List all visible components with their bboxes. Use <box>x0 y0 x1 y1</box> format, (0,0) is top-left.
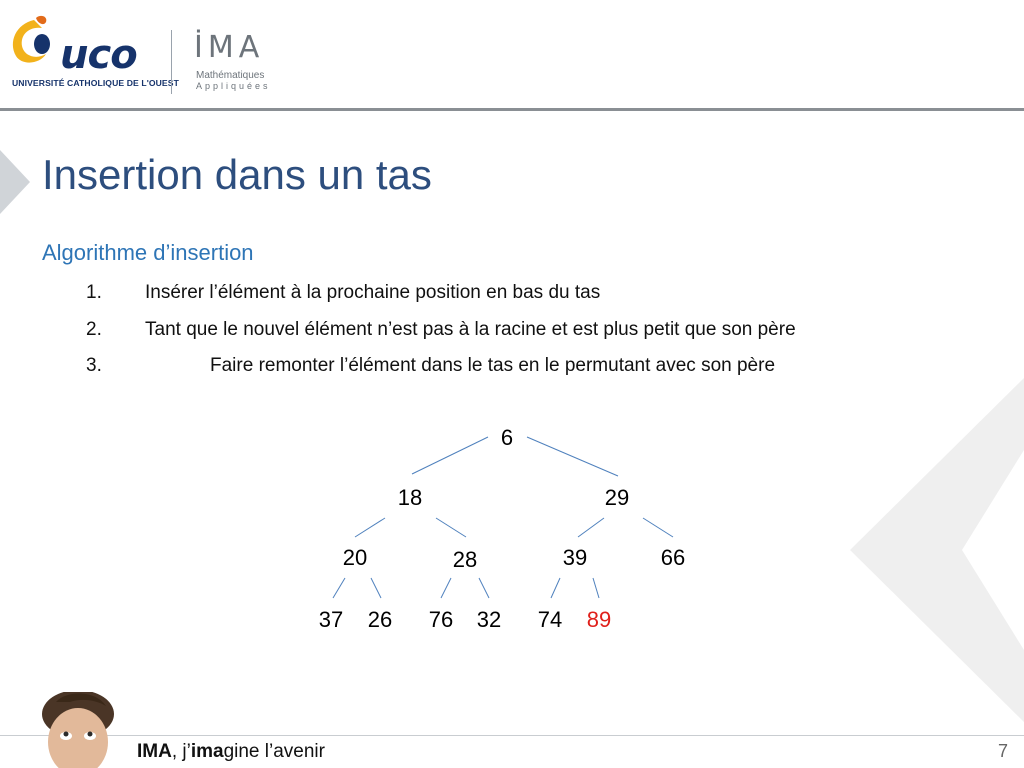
tree-node-89: 89 <box>587 607 611 632</box>
footer-rest: gine l’avenir <box>223 741 325 762</box>
step-2-text: Tant que le nouvel élément n’est pas à l… <box>145 319 796 340</box>
tree-node-18: 18 <box>398 485 422 510</box>
step-1-text: Insérer l’élément à la prochaine positio… <box>145 282 601 303</box>
person-photo <box>42 692 114 768</box>
footer-brand2: ima <box>190 741 224 762</box>
uco-logo: uco UNIVERSITÉ CATHOLIQUE DE L'OUEST <box>6 14 179 94</box>
tree-node-76: 76 <box>429 607 453 632</box>
tree-edge <box>642 517 674 538</box>
tree-node-26: 26 <box>368 607 392 632</box>
tree-edge <box>411 436 489 475</box>
footer-brand: IMA <box>137 741 172 762</box>
slide-title: Insertion dans un tas <box>42 151 432 198</box>
tree-edge <box>435 517 467 538</box>
step-1-number: 1. <box>86 282 102 303</box>
tree-node-32: 32 <box>477 607 501 632</box>
tree-node-28: 28 <box>453 547 477 572</box>
tree-node-74: 74 <box>538 607 562 632</box>
tree-edge <box>550 577 561 599</box>
header-divider <box>0 108 1024 111</box>
footer-divider <box>0 735 1024 736</box>
tree-node-66: 66 <box>661 545 685 570</box>
tree-node-20: 20 <box>343 545 367 570</box>
uco-subtitle: UNIVERSITÉ CATHOLIQUE DE L'OUEST <box>12 78 179 88</box>
tree-edge <box>370 577 382 599</box>
tree-edge <box>526 436 619 477</box>
ima-logo-text: İMA <box>194 30 265 65</box>
tree-edge <box>354 517 386 538</box>
tree-node-6: 6 <box>501 425 513 450</box>
uco-logo-text: uco <box>60 32 138 78</box>
step-3-text: Faire remonter l’élément dans le tas en … <box>210 355 776 376</box>
ima-subtitle-line1: Mathématiques <box>196 70 265 81</box>
tree-edge <box>577 517 605 538</box>
tree-edge <box>332 577 346 599</box>
step-3-number: 3. <box>86 355 102 376</box>
tree-edge <box>440 577 452 599</box>
left-chevron-icon <box>0 150 30 214</box>
tree-edge <box>592 577 600 599</box>
tree-node-37: 37 <box>319 607 343 632</box>
logo-divider <box>171 30 172 94</box>
tree-node-29: 29 <box>605 485 629 510</box>
step-2-number: 2. <box>86 319 102 340</box>
footer-sep: , j’ <box>171 741 191 762</box>
uco-swirl-icon <box>12 15 50 63</box>
tree-node-39: 39 <box>563 545 587 570</box>
footer-tagline: IMA, j’imagine l’avenir <box>137 741 325 763</box>
right-chevron-icon <box>850 378 1024 722</box>
page-number: 7 <box>997 741 1008 761</box>
ima-subtitle-line2: Appliquées <box>196 81 271 91</box>
tree-edge <box>478 577 490 599</box>
slide-subtitle: Algorithme d’insertion <box>42 240 254 265</box>
